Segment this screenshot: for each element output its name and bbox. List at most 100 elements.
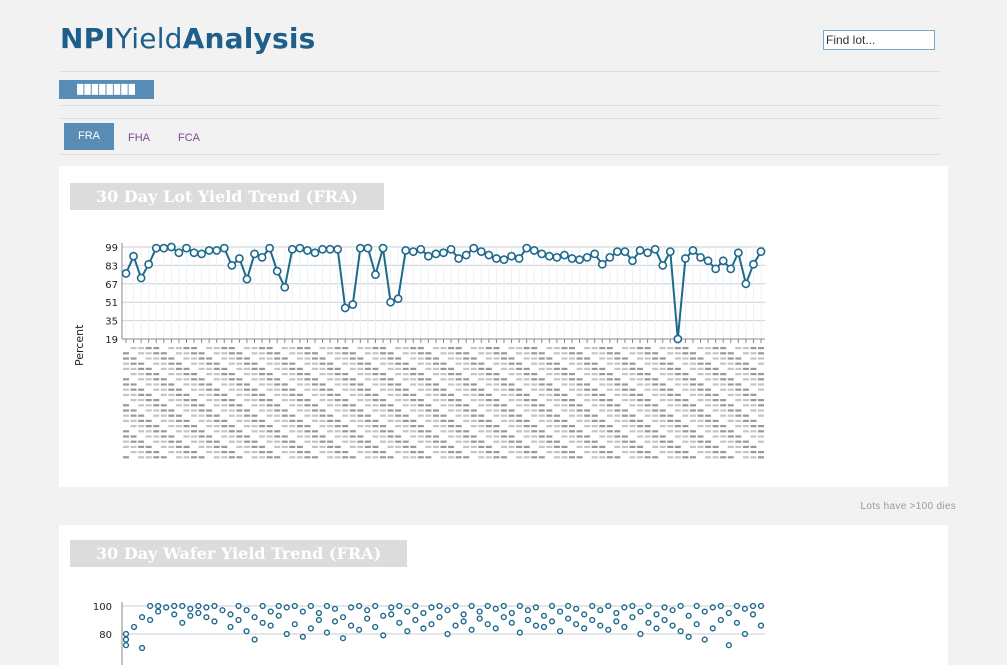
- x-tick-label-mark: [175, 451, 182, 454]
- data-point: [280, 282, 290, 292]
- x-tick-label-mark: [485, 378, 492, 381]
- tab-fca[interactable]: FCA: [178, 132, 200, 144]
- app-logo[interactable]: NPIYieldAnalysis: [60, 22, 316, 55]
- x-tick-label-mark: [213, 399, 220, 402]
- x-tick-label-mark: [440, 367, 447, 370]
- x-tick-label-mark: [183, 383, 190, 386]
- x-tick-label-mark: [349, 388, 356, 391]
- x-tick-label-mark: [697, 393, 704, 396]
- x-tick-label-mark: [228, 440, 235, 443]
- x-tick-label-mark: [538, 456, 545, 459]
- x-tick-label-mark: [705, 445, 712, 448]
- x-tick-label-mark: [667, 378, 674, 381]
- x-tick-label-mark: [758, 430, 764, 433]
- x-tick-label-mark: [243, 414, 250, 417]
- x-tick-label-mark: [228, 399, 235, 402]
- x-tick-label-mark: [281, 362, 288, 365]
- x-tick-label-mark: [296, 393, 303, 396]
- tab-fra[interactable]: FRA: [64, 123, 114, 150]
- x-tick-label-mark: [493, 399, 500, 402]
- x-tick-label-mark: [629, 367, 636, 370]
- x-tick-label-mark: [500, 367, 507, 370]
- x-tick-label-mark: [531, 440, 538, 443]
- x-tick-label-mark: [198, 388, 205, 391]
- x-tick-label-mark: [274, 378, 281, 381]
- x-tick-label-mark: [697, 347, 704, 350]
- x-tick-label-mark: [614, 367, 621, 370]
- x-tick-label-mark: [198, 378, 205, 381]
- x-tick-label-mark: [720, 440, 727, 443]
- x-tick-label-mark: [576, 430, 583, 433]
- x-tick-label-mark: [432, 440, 439, 443]
- x-tick-label-mark: [342, 435, 349, 438]
- x-tick-label-mark: [183, 451, 190, 454]
- x-tick-label-mark: [410, 393, 417, 396]
- x-tick-label-mark: [569, 352, 576, 355]
- x-tick-label-mark: [387, 378, 394, 381]
- x-tick-label-mark: [138, 362, 145, 365]
- x-tick-label-mark: [712, 373, 719, 376]
- x-tick-label-mark: [357, 425, 364, 428]
- data-point: [257, 252, 267, 262]
- x-tick-label-mark: [553, 451, 560, 454]
- data-point: [259, 602, 266, 610]
- x-tick-label-mark: [546, 445, 553, 448]
- x-tick-label-mark: [138, 419, 145, 422]
- x-tick-label-mark: [735, 367, 742, 370]
- x-tick-label-mark: [380, 451, 387, 454]
- divider: [60, 71, 940, 72]
- data-point: [323, 629, 331, 636]
- x-tick-label-mark: [138, 347, 145, 350]
- data-point: [155, 608, 162, 615]
- x-tick-label-mark: [191, 347, 198, 350]
- x-tick-label-mark: [621, 383, 628, 386]
- x-tick-label-mark: [160, 409, 167, 412]
- x-tick-label-mark: [402, 445, 409, 448]
- x-tick-label-mark: [750, 367, 757, 370]
- x-tick-label-mark: [130, 388, 137, 391]
- x-tick-label-mark: [516, 425, 523, 428]
- find-lot-input[interactable]: [823, 30, 935, 50]
- x-tick-label-mark: [153, 362, 160, 365]
- x-tick-label-mark: [410, 456, 417, 459]
- x-tick-label-mark: [682, 352, 689, 355]
- x-tick-label-mark: [621, 388, 628, 391]
- data-point: [658, 261, 668, 270]
- x-tick-label-mark: [130, 393, 137, 396]
- x-tick-label-mark: [455, 440, 462, 443]
- x-tick-label-mark: [266, 347, 273, 350]
- x-tick-label-mark: [410, 383, 417, 386]
- x-tick-label-mark: [145, 456, 152, 459]
- x-tick-label-mark: [758, 383, 764, 386]
- x-tick-label-mark: [735, 388, 742, 391]
- x-tick-label-mark: [750, 409, 757, 412]
- x-tick-label-mark: [243, 388, 250, 391]
- x-tick-label-mark: [168, 414, 175, 417]
- x-tick-label-mark: [523, 425, 530, 428]
- x-tick-label-mark: [758, 399, 764, 402]
- y-tick-label: 80: [99, 630, 112, 641]
- x-tick-label-mark: [266, 430, 273, 433]
- x-tick-label-mark: [682, 456, 689, 459]
- x-tick-label-mark: [727, 445, 734, 448]
- x-tick-label-mark: [153, 378, 160, 381]
- x-tick-label-mark: [500, 456, 507, 459]
- x-tick-label-mark: [689, 445, 696, 448]
- x-tick-label-mark: [478, 352, 485, 355]
- x-tick-label-mark: [659, 409, 666, 412]
- x-tick-label-mark: [493, 378, 500, 381]
- x-tick-label-mark: [251, 373, 258, 376]
- x-tick-label-mark: [145, 357, 152, 360]
- tab-fha[interactable]: FHA: [128, 132, 150, 144]
- x-tick-label-mark: [251, 440, 258, 443]
- data-point: [388, 611, 395, 618]
- data-point: [355, 243, 365, 253]
- x-tick-label-mark: [712, 378, 719, 381]
- data-point: [516, 629, 523, 636]
- x-tick-label-mark: [281, 435, 288, 438]
- data-point: [315, 609, 323, 617]
- user-badge[interactable]: ████████: [59, 80, 154, 99]
- data-point: [709, 604, 716, 611]
- x-tick-label-mark: [281, 414, 288, 417]
